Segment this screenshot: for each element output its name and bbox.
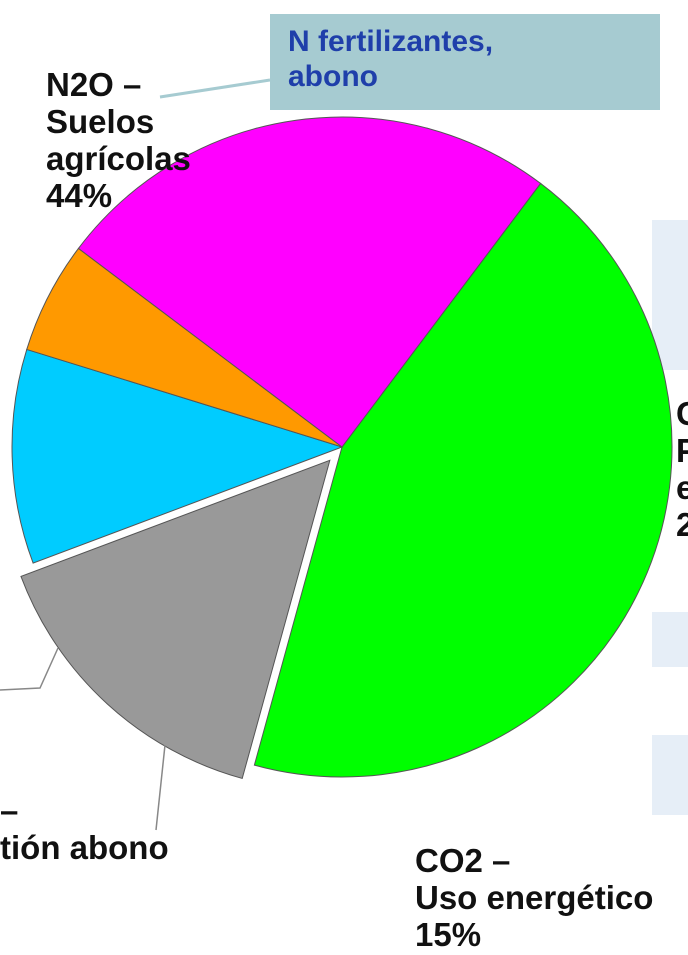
callout-box: N fertilizantes, abono <box>270 14 660 110</box>
callout-text: N fertilizantes, abono <box>288 25 494 93</box>
pie-slices <box>11 116 673 780</box>
label-gestion-abono: – tión abono <box>0 792 169 866</box>
pie-slice-0 <box>253 182 673 778</box>
leader-line-orange <box>0 647 59 691</box>
callout-leader <box>159 78 271 99</box>
leader-line-blue <box>155 744 166 831</box>
label-n2o-suelos: N2O – Suelos agrícolas 44% <box>46 66 191 214</box>
pie-slice-2 <box>11 348 344 564</box>
pie-slice-4 <box>77 116 542 448</box>
pie-slice-1 <box>20 459 331 780</box>
bg-panel <box>652 220 688 370</box>
label-co2-energetico: CO2 – Uso energético 15% <box>415 842 654 953</box>
bg-panel <box>652 612 688 667</box>
label-right-partial: C P e 2 <box>676 395 688 543</box>
bg-panel <box>652 735 688 815</box>
